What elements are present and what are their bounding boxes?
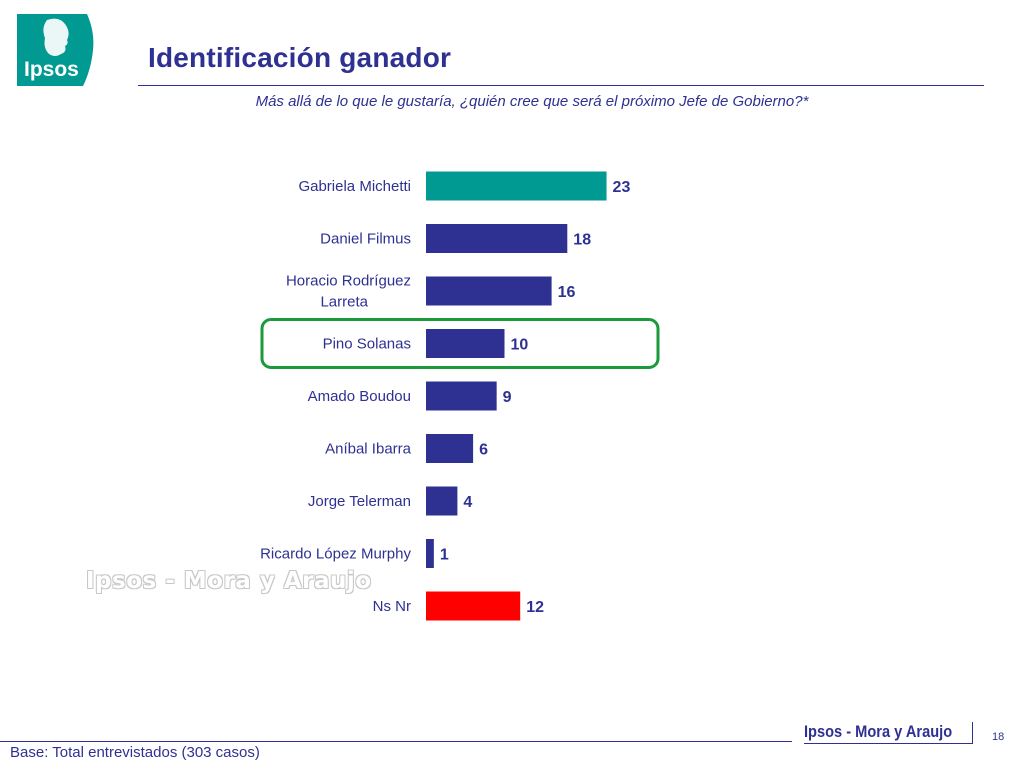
data-label-ns-nr: 12 bbox=[526, 599, 544, 616]
bar-ricardo-lopez-murphy bbox=[426, 539, 434, 568]
highlight-box-pino-solanas bbox=[260, 318, 660, 369]
footer-brand-underline bbox=[804, 743, 972, 744]
watermark: Ipsos - Mora y Araujo bbox=[86, 568, 372, 594]
bar-daniel-filmus bbox=[426, 224, 568, 253]
data-label-horacio-rodriguez-larreta: 16 bbox=[558, 284, 576, 301]
category-label-gabriela-michetti: Gabriela Michetti bbox=[298, 178, 411, 195]
category-label-jorge-telerman: Jorge Telerman bbox=[308, 493, 411, 510]
logo-text: Ipsos bbox=[24, 58, 79, 81]
footer-brand: Ipsos - Mora y Araujo bbox=[804, 722, 953, 741]
data-label-ricardo-lopez-murphy: 1 bbox=[440, 547, 449, 564]
category-label-ns-nr: Ns Nr bbox=[373, 598, 411, 615]
category-label-horacio-rodriguez-larreta: Horacio Rodríguez Larreta bbox=[286, 273, 411, 311]
category-label-amado-boudou: Amado Boudou bbox=[308, 388, 411, 405]
bar-gabriela-michetti bbox=[426, 171, 607, 201]
chart-subtitle: Más allá de lo que le gustaría, ¿quién c… bbox=[255, 93, 809, 110]
footer-brand-bar bbox=[972, 722, 973, 744]
category-label-daniel-filmus: Daniel Filmus bbox=[320, 231, 411, 248]
category-label-anibal-ibarra: Aníbal Ibarra bbox=[325, 441, 412, 458]
bar-chart: Gabriela Michetti Daniel Filmus Horacio Ro… bbox=[260, 171, 660, 621]
bar-pino-solanas bbox=[426, 329, 505, 358]
base-note: Base: Total entrevistados (303 casos) bbox=[10, 744, 260, 761]
page-number: 18 bbox=[992, 731, 1005, 743]
data-label-jorge-telerman: 4 bbox=[463, 494, 472, 511]
title-divider bbox=[138, 85, 984, 86]
data-label-daniel-filmus: 18 bbox=[573, 232, 591, 249]
category-label-ricardo-lopez-murphy: Ricardo López Murphy bbox=[260, 546, 411, 563]
bar-horacio-rodriguez-larreta bbox=[426, 276, 552, 306]
data-label-pino-solanas: 10 bbox=[511, 337, 529, 354]
category-label-pino-solanas: Pino Solanas bbox=[323, 336, 411, 353]
footer-divider bbox=[0, 741, 792, 742]
data-label-amado-boudou: 9 bbox=[503, 389, 512, 406]
data-label-gabriela-michetti: 23 bbox=[613, 179, 631, 196]
page-title: Identificación ganador bbox=[148, 42, 452, 73]
ipsos-logo: Ipsos bbox=[17, 14, 94, 86]
data-label-anibal-ibarra: 6 bbox=[479, 442, 488, 459]
bar-amado-boudou bbox=[426, 381, 497, 411]
bar-anibal-ibarra bbox=[426, 434, 474, 463]
bar-jorge-telerman bbox=[426, 486, 458, 516]
bar-ns-nr bbox=[426, 591, 521, 621]
